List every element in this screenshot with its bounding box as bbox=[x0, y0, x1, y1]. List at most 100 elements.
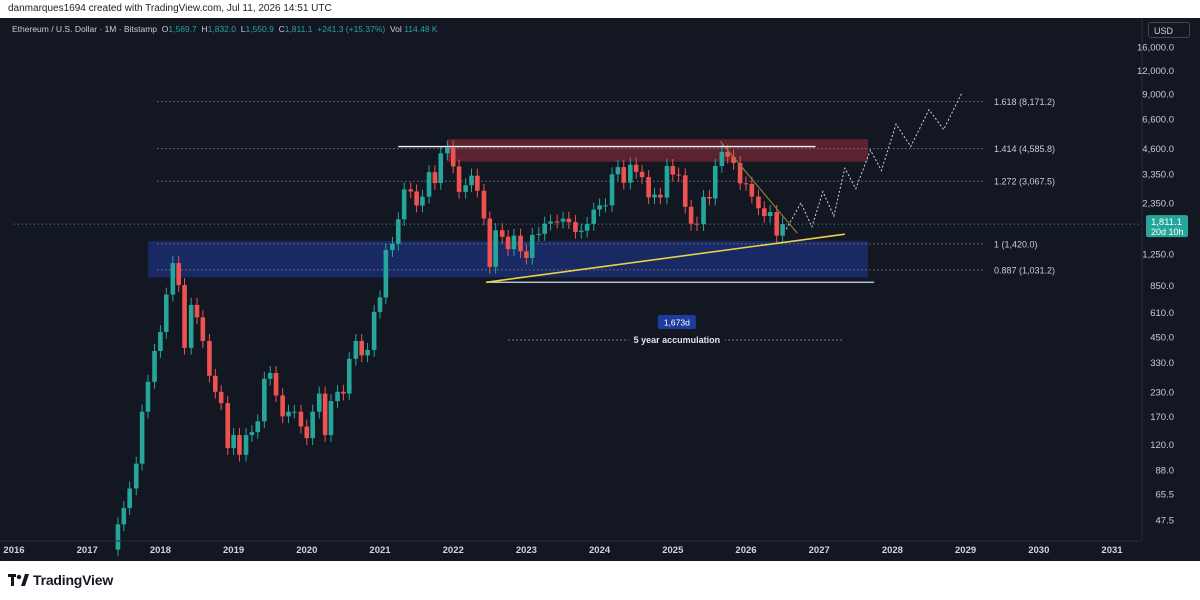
candle[interactable] bbox=[152, 343, 157, 389]
candle[interactable] bbox=[615, 160, 621, 182]
candle[interactable] bbox=[719, 144, 725, 173]
candle[interactable] bbox=[584, 216, 590, 238]
candle[interactable] bbox=[420, 189, 425, 213]
candle[interactable] bbox=[316, 386, 322, 419]
candle[interactable] bbox=[731, 149, 736, 170]
candle[interactable] bbox=[426, 165, 432, 204]
candle[interactable] bbox=[194, 297, 200, 325]
candle[interactable] bbox=[737, 155, 743, 191]
candle[interactable] bbox=[176, 256, 181, 292]
candle[interactable] bbox=[456, 159, 462, 199]
candle[interactable] bbox=[255, 414, 261, 439]
candle[interactable] bbox=[652, 187, 657, 205]
candle[interactable] bbox=[145, 374, 151, 419]
candle[interactable] bbox=[341, 384, 346, 401]
chart-panel[interactable] bbox=[0, 18, 1200, 561]
candle[interactable] bbox=[628, 157, 633, 190]
candle[interactable] bbox=[249, 425, 255, 442]
candle[interactable] bbox=[670, 159, 676, 182]
candle[interactable] bbox=[207, 333, 212, 383]
candle[interactable] bbox=[518, 228, 523, 259]
candle[interactable] bbox=[676, 167, 681, 183]
candle[interactable] bbox=[170, 256, 176, 302]
candle[interactable] bbox=[475, 168, 480, 198]
candle[interactable] bbox=[188, 297, 194, 355]
candle[interactable] bbox=[529, 227, 535, 265]
candle[interactable] bbox=[701, 189, 706, 231]
candle[interactable] bbox=[438, 146, 444, 190]
candle[interactable] bbox=[346, 351, 352, 401]
candle[interactable] bbox=[756, 189, 761, 216]
candle[interactable] bbox=[390, 236, 395, 257]
candle[interactable] bbox=[694, 216, 700, 231]
candle[interactable] bbox=[658, 187, 663, 205]
candle[interactable] bbox=[273, 365, 279, 403]
candle[interactable] bbox=[774, 205, 780, 243]
symbol-legend[interactable]: Ethereum / U.S. Dollar · 1M · Bitstamp O… bbox=[12, 24, 438, 34]
candle[interactable] bbox=[225, 396, 231, 455]
candle[interactable] bbox=[511, 228, 517, 256]
candle[interactable] bbox=[335, 384, 340, 408]
candle[interactable] bbox=[267, 365, 273, 386]
candle[interactable] bbox=[231, 428, 236, 455]
candle[interactable] bbox=[560, 211, 566, 229]
candle[interactable] bbox=[743, 176, 749, 191]
candle[interactable] bbox=[646, 170, 651, 205]
candle[interactable] bbox=[524, 244, 529, 265]
candle[interactable] bbox=[115, 517, 121, 557]
candle[interactable] bbox=[499, 223, 505, 244]
candle[interactable] bbox=[396, 212, 401, 251]
candle[interactable] bbox=[213, 368, 218, 399]
candle[interactable] bbox=[688, 199, 694, 231]
candle[interactable] bbox=[573, 215, 578, 239]
candle[interactable] bbox=[749, 176, 755, 204]
candle[interactable] bbox=[401, 182, 407, 227]
candle[interactable] bbox=[633, 157, 639, 179]
candle[interactable] bbox=[322, 386, 328, 442]
candle[interactable] bbox=[127, 481, 132, 515]
candle[interactable] bbox=[371, 304, 377, 357]
candle[interactable] bbox=[237, 428, 242, 462]
candle[interactable] bbox=[262, 371, 267, 429]
candle[interactable] bbox=[566, 211, 572, 229]
candle[interactable] bbox=[707, 189, 712, 206]
candle[interactable] bbox=[304, 419, 310, 445]
candle[interactable] bbox=[432, 165, 438, 190]
candle[interactable] bbox=[310, 404, 315, 445]
currency-button[interactable]: USD bbox=[1148, 22, 1190, 38]
candle[interactable] bbox=[548, 214, 553, 231]
candle[interactable] bbox=[493, 223, 498, 274]
candle[interactable] bbox=[377, 290, 383, 319]
candle[interactable] bbox=[292, 404, 297, 419]
candle[interactable] bbox=[133, 456, 139, 496]
candle[interactable] bbox=[280, 388, 285, 424]
candle[interactable] bbox=[139, 404, 145, 471]
ascending-trendline[interactable] bbox=[486, 233, 845, 284]
candle[interactable] bbox=[664, 159, 670, 205]
candle[interactable] bbox=[712, 159, 718, 206]
candle[interactable] bbox=[286, 404, 291, 424]
range-measure-badge[interactable] bbox=[657, 315, 696, 329]
descending-trendline[interactable] bbox=[719, 141, 798, 234]
candle[interactable] bbox=[218, 384, 224, 410]
candle[interactable] bbox=[200, 310, 206, 348]
candle[interactable] bbox=[383, 243, 389, 305]
candle[interactable] bbox=[243, 428, 249, 462]
candle[interactable] bbox=[408, 182, 414, 199]
candle[interactable] bbox=[591, 202, 597, 231]
candle[interactable] bbox=[609, 167, 615, 213]
candle[interactable] bbox=[505, 229, 511, 256]
projection-path[interactable] bbox=[785, 92, 963, 230]
candle[interactable] bbox=[298, 404, 304, 434]
candle[interactable] bbox=[481, 183, 487, 226]
candle[interactable] bbox=[353, 333, 359, 366]
candle[interactable] bbox=[163, 287, 169, 339]
candle[interactable] bbox=[469, 168, 474, 193]
candle[interactable] bbox=[487, 211, 493, 274]
candle[interactable] bbox=[682, 168, 688, 214]
candle[interactable] bbox=[121, 501, 127, 532]
candle[interactable] bbox=[328, 394, 334, 442]
candle[interactable] bbox=[597, 198, 602, 217]
resistance-zone[interactable] bbox=[447, 139, 868, 162]
